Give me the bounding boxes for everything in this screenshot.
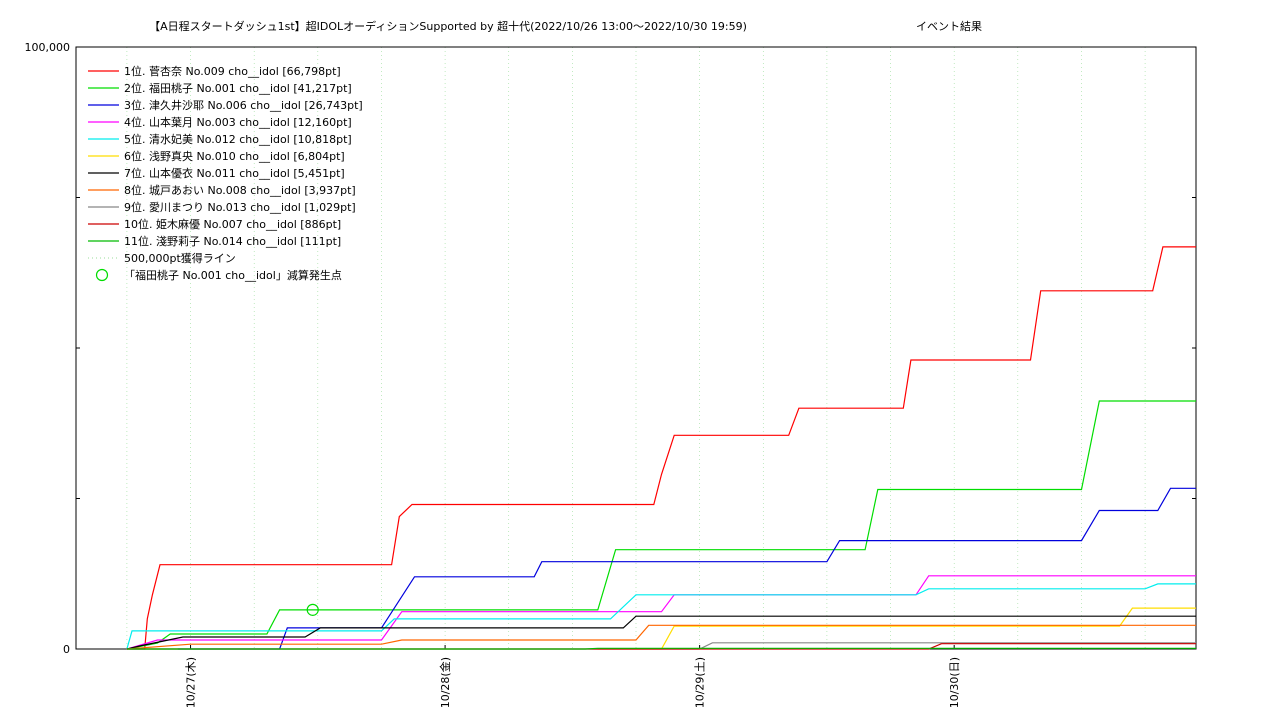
series-lines (126, 246, 1196, 650)
x-tick-label: 10/30(日) (948, 657, 961, 708)
legend-marker-swatch (95, 268, 109, 282)
series-line-7 (126, 615, 1196, 650)
chart-title: 【A日程スタートダッシュ1st】超IDOLオーディションSupported by… (149, 19, 747, 33)
grid (126, 47, 1146, 649)
series-line-5 (126, 583, 1196, 650)
legend-label: 2位. 福田桃子 No.001 cho__idol [41,217pt] (124, 81, 352, 95)
y-axis: 0 100,000 (25, 41, 1196, 656)
legend-label: 10位. 姫木麻優 No.007 cho__idol [886pt] (124, 217, 341, 231)
legend-label: 4位. 山本葉月 No.003 cho__idol [12,160pt] (124, 115, 352, 129)
legend-label: 9位. 愛川まつり No.013 cho__idol [1,029pt] (124, 200, 356, 214)
series-line-3 (177, 487, 1196, 650)
markers (306, 603, 319, 616)
series-line-2 (126, 400, 1196, 650)
legend: 1位. 菅杏奈 No.009 cho__idol [66,798pt] 2位. 福… (88, 64, 363, 282)
x-tick-label: 10/27(木) (185, 657, 198, 708)
y-tick-label: 0 (63, 643, 70, 656)
legend-label: 8位. 城戸あおい No.008 cho__idol [3,937pt] (124, 183, 356, 197)
legend-label: 3位. 津久井沙耶 No.006 cho__idol [26,743pt] (124, 98, 363, 112)
series-line-4 (126, 575, 1196, 650)
x-tick-label: 10/29(土) (694, 657, 707, 708)
y-tick-label: 100,000 (25, 41, 71, 54)
deduction-marker (306, 603, 319, 616)
x-tick-label: 10/28(金) (438, 657, 452, 708)
legend-label: 500,000pt獲得ライン (124, 252, 236, 265)
x-axis: 10/27(木) 10/28(金) 10/29(土) 10/30(日) (185, 645, 961, 708)
legend-label: 1位. 菅杏奈 No.009 cho__idol [66,798pt] (124, 64, 341, 78)
series-line-11 (126, 647, 1196, 650)
chart-subtitle: イベント結果 (916, 19, 982, 33)
series-line-1 (126, 246, 1196, 650)
series-line-8 (126, 624, 1196, 650)
legend-label: 6位. 浅野真央 No.010 cho__idol [6,804pt] (124, 149, 345, 163)
legend-label: 7位. 山本優衣 No.011 cho__idol [5,451pt] (124, 166, 345, 180)
legend-label: 11位. 淺野莉子 No.014 cho__idol [111pt] (124, 234, 341, 248)
legend-label: 5位. 清水妃美 No.012 cho__idol [10,818pt] (124, 132, 352, 146)
legend-label: 「福田桃子 No.001 cho__idol」減算発生点 (124, 268, 342, 282)
